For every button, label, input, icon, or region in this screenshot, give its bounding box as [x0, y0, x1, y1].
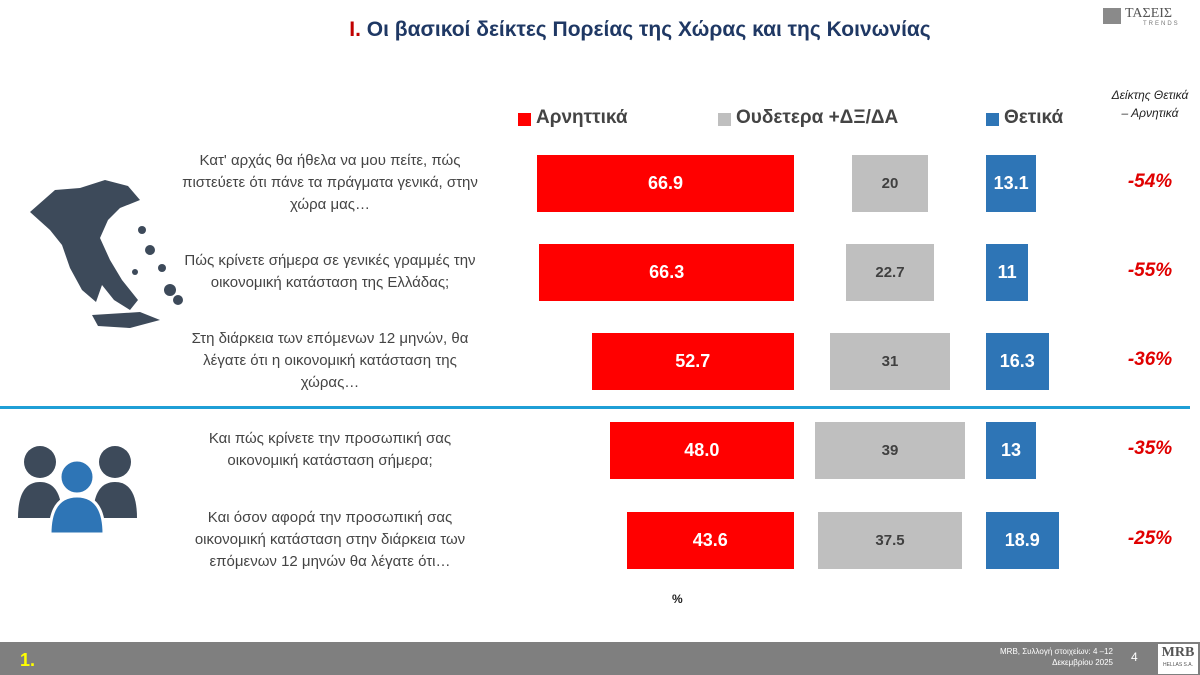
question: Και πώς κρίνετε την προσωπική σας οικονο…	[208, 430, 452, 469]
legend-swatch	[986, 113, 999, 126]
legend-label: Θετικά	[1004, 107, 1064, 128]
bar: 66.9	[537, 154, 794, 212]
bar: 66.3	[539, 243, 794, 301]
question: Πώς κρίνετε σήμερα σε γενικές γραμμές τη…	[184, 252, 476, 291]
value-label: 52.7	[675, 350, 711, 371]
value-label: 66.3	[649, 261, 685, 282]
bar: 13	[986, 421, 1036, 479]
divider	[0, 406, 1190, 409]
bar: 13.1	[986, 154, 1037, 212]
value-label: 43.6	[692, 529, 728, 550]
index-value: -36%	[1127, 349, 1173, 370]
value-label: 20	[881, 174, 899, 192]
value-label: 37.5	[875, 531, 905, 549]
legend-label: Αρνηττικά	[536, 107, 628, 128]
bar: 18.9	[986, 511, 1059, 569]
logo-mark	[1103, 8, 1121, 24]
logo: ΤΑΣΕΙΣ TRENDS	[1103, 6, 1191, 28]
index-value: -35%	[1127, 438, 1173, 459]
logo-tagline: TRENDS	[1143, 21, 1180, 27]
question: Κατ' αρχάς θα ήθελα να μου πείτε, πώς πι…	[182, 152, 478, 213]
bar: 22.7	[846, 243, 934, 301]
chart-title: Οι βασικοί δείκτες Πορείας της Χώρας και…	[366, 18, 931, 41]
bar: 16.3	[986, 332, 1049, 390]
index-value: -55%	[1127, 260, 1173, 281]
title-row: Ι. Οι βασικοί δείκτες Πορείας της Χώρας …	[0, 18, 1200, 42]
value-label: 13	[1000, 439, 1021, 460]
bar: 20	[851, 154, 929, 212]
legend-swatch	[518, 113, 531, 126]
value-label: 66.9	[648, 172, 684, 193]
source: MRB, Συλλογή στοιχείων: 4 –12 Δεκεμβρίου…	[1000, 647, 1114, 667]
value-label: 18.9	[1004, 529, 1040, 550]
bar: 48.0	[609, 421, 794, 479]
index-value: -25%	[1127, 528, 1173, 549]
brand-logo: MRB HELLAS S.A.	[1158, 644, 1198, 674]
legend-label: Ουδετερα +ΔΞ/ΔΑ	[736, 107, 899, 128]
title-number: Ι.	[349, 18, 361, 41]
value-label: 13.1	[993, 172, 1029, 193]
index-value: -54%	[1127, 171, 1173, 192]
bar: 37.5	[818, 511, 962, 569]
brand-sub: HELLAS S.A.	[1162, 662, 1193, 668]
value-label: 39	[881, 441, 899, 459]
logo-name: ΤΑΣΕΙΣ	[1125, 6, 1173, 21]
bar: 43.6	[626, 511, 794, 569]
greece-map	[30, 180, 183, 328]
value-label: 16.3	[999, 350, 1035, 371]
value-label: 11	[997, 261, 1017, 282]
index-header: Δείκτης Θετικά – Αρνητικά	[1111, 88, 1189, 120]
bar: 39	[815, 421, 965, 479]
legend-swatch	[718, 113, 731, 126]
bar: 52.7	[591, 332, 794, 390]
unit: %	[672, 592, 683, 606]
value-label: 22.7	[875, 263, 905, 281]
value-label: 48.0	[684, 439, 720, 460]
people-icon	[18, 446, 137, 535]
brand: MRB	[1161, 645, 1195, 660]
value-label: 31	[881, 352, 899, 370]
bar: 11	[986, 243, 1029, 301]
question: Και όσον αφορά την προσωπική σας οικονομ…	[194, 509, 466, 570]
bar: 31	[830, 332, 950, 390]
section-number: 1.	[20, 650, 36, 670]
question: Στη διάρκεια των επόμενων 12 μηνών, θα λ…	[191, 330, 469, 391]
page-number: 4	[1131, 650, 1138, 664]
footer: 1. MRB, Συλλογή στοιχείων: 4 –12 Δεκεμβρ…	[0, 642, 1200, 675]
